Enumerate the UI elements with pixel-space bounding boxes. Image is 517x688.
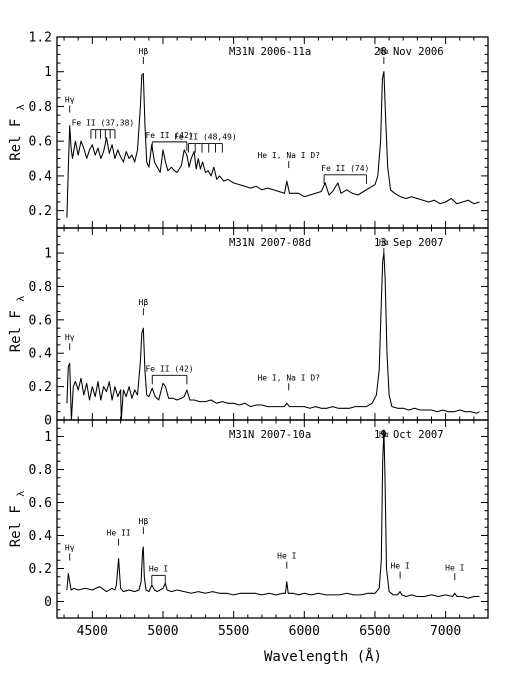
line-annotation: Fe II (74) bbox=[321, 164, 369, 184]
line-annotation: He I bbox=[277, 552, 297, 569]
y-tick-label: 0 bbox=[44, 595, 52, 610]
y-axis-label: Rel F λ bbox=[8, 491, 27, 548]
y-tick-label: 0.8 bbox=[29, 463, 52, 478]
spectrum-line bbox=[66, 252, 480, 421]
annotation-label: Fe II (74) bbox=[321, 164, 369, 173]
annotation-label: He I bbox=[149, 564, 168, 573]
line-annotation: Hβ bbox=[139, 298, 149, 316]
spectrum-line bbox=[66, 71, 480, 218]
annotation-label: Hα bbox=[379, 430, 389, 439]
y-tick-label: 0.2 bbox=[29, 380, 52, 395]
y-tick-label: 1 bbox=[44, 247, 52, 262]
y-tick-label: 0.4 bbox=[29, 529, 53, 544]
line-annotation: He I bbox=[445, 563, 465, 581]
y-tick-label: 0.8 bbox=[29, 100, 52, 115]
x-tick-label: 5500 bbox=[218, 624, 249, 639]
line-annotation: Fe II (42) bbox=[145, 364, 194, 385]
line-annotation: Hγ bbox=[65, 96, 75, 113]
annotation-label: Fe II (42) bbox=[145, 364, 193, 373]
panel-1: 0.2 0.4 0.6 0.8 1 1.2 Rel F λ M31N 2006-11a 28 N… bbox=[8, 31, 489, 229]
annotation-label: Hα bbox=[379, 47, 389, 56]
line-annotation: Hβ bbox=[139, 47, 149, 64]
annotation-label: Hγ bbox=[65, 96, 75, 105]
y-tick-label: 0.2 bbox=[29, 562, 52, 577]
line-annotation: He I bbox=[149, 564, 168, 585]
annotation-label: Hγ bbox=[65, 543, 75, 552]
panel-title: M31N 2007-10a bbox=[229, 429, 311, 441]
line-annotation: He I, Na I D? bbox=[257, 373, 320, 391]
y-tick-label: 0.8 bbox=[29, 280, 52, 295]
x-axis-label: Wavelength (Å) bbox=[264, 648, 382, 665]
annotation-label: Fe II (42) bbox=[145, 131, 193, 140]
panel-2: 0 0.2 0.4 0.6 0.8 1 Rel F λ M31N 2007-08d 13 Sep… bbox=[8, 227, 489, 429]
y-axis-label: Rel F λ bbox=[8, 296, 27, 353]
panel-date: 28 Nov 2006 bbox=[374, 46, 444, 58]
panel-title: M31N 2006-11a bbox=[229, 46, 311, 58]
y-tick-label: 0.6 bbox=[29, 135, 52, 150]
panel-frame bbox=[56, 419, 489, 619]
y-tick-label: 0.4 bbox=[29, 169, 53, 184]
line-annotation: Hα bbox=[379, 238, 389, 255]
line-annotation: Hγ bbox=[65, 333, 75, 351]
line-annotation: Fe II (48,49) bbox=[174, 133, 237, 153]
y-tick-label: 0.6 bbox=[29, 313, 52, 328]
annotation-label: Hα bbox=[379, 238, 389, 247]
annotation-label: Hβ bbox=[139, 517, 149, 526]
line-annotation: He I bbox=[390, 562, 410, 579]
line-annotation: Hα bbox=[379, 47, 389, 64]
y-tick-label: 0.2 bbox=[29, 204, 52, 219]
y-tick-label: 0.4 bbox=[29, 347, 53, 362]
y-tick-label: 1 bbox=[44, 65, 52, 80]
annotation-label: He I bbox=[445, 563, 464, 572]
x-tick-label: 5000 bbox=[147, 624, 178, 639]
y-axis-label: Rel F λ bbox=[8, 104, 27, 161]
panel-3: 0 0.2 0.4 0.6 0.8 1 Rel F λ M31N 2007-10a 19 Oct… bbox=[8, 419, 489, 619]
annotation-label: Hγ bbox=[65, 333, 75, 342]
annotation-label: He I, Na I D? bbox=[257, 151, 320, 160]
line-annotation: Fe II (37,38) bbox=[72, 119, 135, 139]
y-tick-label: 0 bbox=[44, 414, 52, 429]
annotation-label: He I bbox=[390, 562, 409, 571]
y-tick-label: 1 bbox=[44, 430, 52, 445]
line-annotation: Hγ bbox=[65, 543, 75, 561]
x-tick-label: 7000 bbox=[430, 624, 461, 639]
line-annotation: He II bbox=[107, 529, 131, 546]
panels: 0.2 0.4 0.6 0.8 1 1.2 Rel F λ M31N 2006-11a 28 N… bbox=[8, 31, 489, 639]
line-annotation: Fe II (42) bbox=[145, 131, 194, 151]
y-tick-label: 0.6 bbox=[29, 496, 52, 511]
annotation-label: He I, Na I D? bbox=[257, 373, 320, 382]
y-tick-label: 1.2 bbox=[29, 31, 52, 46]
spectrum-line bbox=[66, 429, 480, 599]
annotation-label: He II bbox=[107, 529, 131, 538]
x-tick-label: 4500 bbox=[77, 624, 108, 639]
line-annotation: Hα bbox=[379, 430, 389, 447]
panel-frame bbox=[56, 36, 489, 229]
annotation-label: Fe II (48,49) bbox=[174, 133, 237, 142]
annotation-label: Hβ bbox=[139, 47, 149, 56]
annotation-label: Fe II (37,38) bbox=[72, 119, 135, 128]
panel-date: 13 Sep 2007 bbox=[374, 237, 444, 249]
x-tick-label: 6000 bbox=[289, 624, 320, 639]
line-annotation: He I, Na I D? bbox=[257, 151, 320, 169]
annotation-label: Hβ bbox=[139, 298, 149, 307]
panel-frame bbox=[56, 227, 489, 421]
annotation-label: He I bbox=[277, 552, 296, 561]
line-annotation: Hβ bbox=[139, 517, 149, 535]
x-tick-label: 6500 bbox=[359, 624, 390, 639]
panel-date: 19 Oct 2007 bbox=[374, 429, 444, 441]
panel-title: M31N 2007-08d bbox=[229, 237, 311, 249]
